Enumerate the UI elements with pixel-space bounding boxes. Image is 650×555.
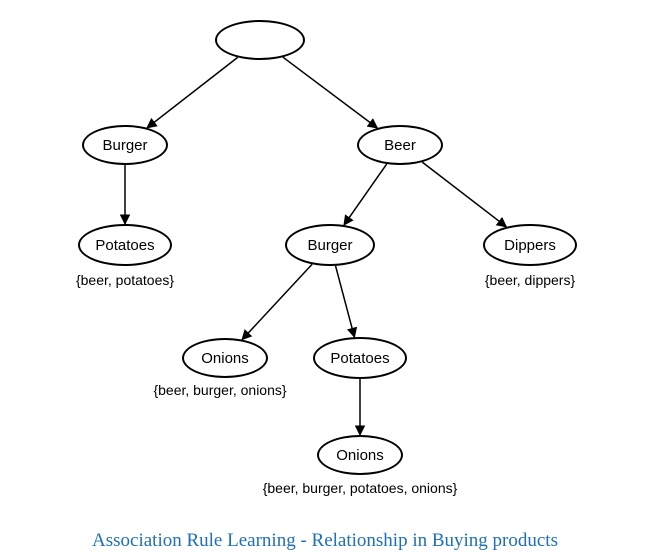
node-root <box>215 20 305 60</box>
edge <box>336 266 355 337</box>
node-label: Potatoes <box>330 350 389 367</box>
set-label: {beer, burger, potatoes, onions} <box>263 480 458 496</box>
node-label: Burger <box>102 137 147 154</box>
node-beer: Beer <box>357 125 443 165</box>
node-label: Beer <box>384 137 416 154</box>
node-potatoes: Potatoes <box>313 337 407 379</box>
node-label: Burger <box>307 237 352 254</box>
set-label: {beer, dippers} <box>485 272 575 288</box>
diagram-caption: Association Rule Learning - Relationship… <box>92 530 558 552</box>
node-label: Dippers <box>504 237 556 254</box>
edge <box>344 164 387 225</box>
node-label: Onions <box>336 447 384 464</box>
node-onions: Onions <box>317 435 403 475</box>
node-burger: Burger <box>285 224 375 266</box>
edge <box>422 162 506 227</box>
node-burger: Burger <box>82 125 168 165</box>
node-label: Onions <box>201 350 249 367</box>
node-dippers: Dippers <box>483 224 577 266</box>
edge <box>283 57 377 128</box>
node-label: Potatoes <box>95 237 154 254</box>
set-label: {beer, burger, onions} <box>153 382 286 398</box>
edge <box>147 57 238 127</box>
set-label: {beer, potatoes} <box>76 272 174 288</box>
edge <box>242 264 312 339</box>
diagram-canvas: Burger Beer Potatoes Burger Dippers Onions Pot… <box>0 0 650 555</box>
node-potatoes: Potatoes <box>78 224 172 266</box>
node-onions: Onions <box>182 338 268 378</box>
